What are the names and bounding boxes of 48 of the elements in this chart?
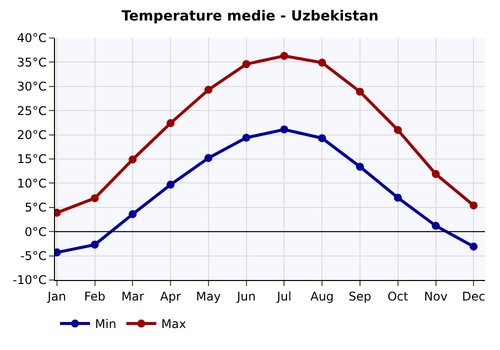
point [166,180,175,189]
y-tick-label: -5°C [20,249,47,263]
point [356,162,364,171]
point [394,126,402,134]
y-tick-label: 5°C [24,200,47,215]
x-tick-label: Jul [276,289,292,304]
legend-label: Min [95,317,116,332]
x-tick-label: Jun [236,289,256,304]
x-tick-label: Sep [348,289,372,304]
point [280,125,288,134]
legend-label: Max [161,317,186,332]
y-tick-label: 20°C [16,128,47,142]
x-tick-label: May [196,289,221,304]
point [280,52,288,60]
point [242,134,250,142]
y-tick-label: 30°C [16,80,47,94]
y-tick-label: 0°C [24,224,47,239]
point [432,222,440,230]
y-tick-label: 25°C [16,104,47,118]
x-tick-label: Jan [46,289,66,304]
point [470,242,478,251]
point [204,86,212,94]
x-tick-label: Nov [424,289,448,304]
point [356,88,364,96]
x-tick-label: Oct [387,289,409,304]
point [128,210,137,218]
point [90,194,99,202]
point [432,170,440,178]
point [204,154,212,162]
y-tick-label: 40°C [16,31,47,46]
x-tick-label: Apr [160,289,181,304]
y-tick-label: 10°C [16,176,47,190]
y-tick-label: 35°C [16,55,47,70]
point [470,201,478,210]
chart-title: Temperature medie - Uzbekistan [121,8,379,24]
y-tick-label: -10°C [12,273,47,288]
point [128,155,137,164]
x-tick-label: Aug [310,289,334,304]
x-tick-label: Mar [121,289,144,304]
point [166,119,175,128]
point [242,60,250,68]
y-tick-label: 15°C [16,152,47,166]
x-tick-label: Feb [84,289,106,304]
x-tick-label: Dec [462,289,486,304]
point [318,134,326,142]
point [90,240,99,249]
point [318,58,326,67]
point [394,194,402,202]
